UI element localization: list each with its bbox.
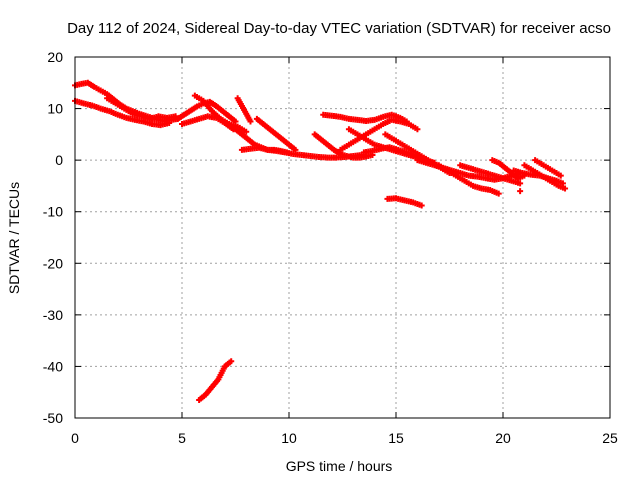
data-point: [418, 202, 425, 209]
grid-lines: [75, 57, 610, 418]
data-point: [562, 185, 569, 192]
x-tick-label: 20: [495, 430, 511, 446]
data-point: [247, 118, 254, 125]
y-tick-label: 10: [47, 101, 63, 117]
x-axis-ticks: 0 5 10 15 20 25: [71, 57, 618, 446]
series-track-x: [532, 157, 564, 179]
data-point: [414, 126, 421, 133]
x-axis-label: GPS time / hours: [286, 458, 393, 474]
data-point: [557, 172, 564, 179]
y-tick-label: -30: [43, 307, 63, 323]
y-tick-label: -10: [43, 204, 63, 220]
series-track-b: [72, 97, 173, 129]
series-track-c: [104, 95, 179, 122]
y-tick-label: -20: [43, 255, 63, 271]
x-tick-label: 15: [388, 430, 404, 446]
series-track-l: [320, 111, 410, 125]
data-point: [517, 180, 524, 187]
y-axis-label: SDTVAR / TECUs: [6, 182, 22, 294]
series-track-h: [234, 95, 254, 125]
series-track-f: [191, 92, 250, 135]
x-tick-label: 10: [281, 430, 297, 446]
x-tick-label: 5: [178, 430, 186, 446]
series-track-i: [238, 144, 365, 161]
series-track-d: [174, 98, 239, 125]
series-track-j: [253, 115, 299, 153]
series-track-q: [384, 195, 425, 209]
y-axis-ticks: 20 10 0 -10 -20 -30 -40 -50: [43, 49, 610, 426]
series-track-p: [382, 131, 432, 164]
y-tick-label: 20: [47, 49, 63, 65]
data-point: [517, 188, 524, 195]
data-point: [495, 190, 502, 197]
data-point: [292, 146, 299, 153]
data-point: [166, 120, 173, 127]
chart-title: Day 112 of 2024, Sidereal Day-to-day VTE…: [67, 20, 611, 37]
data-point: [243, 128, 250, 135]
y-tick-label: -50: [43, 410, 63, 426]
series-track-k: [311, 131, 376, 161]
series-track-t: [457, 162, 524, 187]
series-track-w: [521, 162, 569, 192]
y-tick-label: -40: [43, 358, 63, 374]
series-track-z: [196, 358, 235, 403]
series-track-y: [517, 188, 524, 195]
data-points: [72, 79, 569, 403]
y-tick-label: 0: [55, 152, 63, 168]
x-tick-label: 0: [71, 430, 79, 446]
x-tick-label: 25: [602, 430, 618, 446]
series-track-m: [337, 116, 421, 153]
data-point: [228, 358, 235, 365]
plot-frame: [74, 56, 611, 419]
series-track-s: [435, 162, 502, 197]
